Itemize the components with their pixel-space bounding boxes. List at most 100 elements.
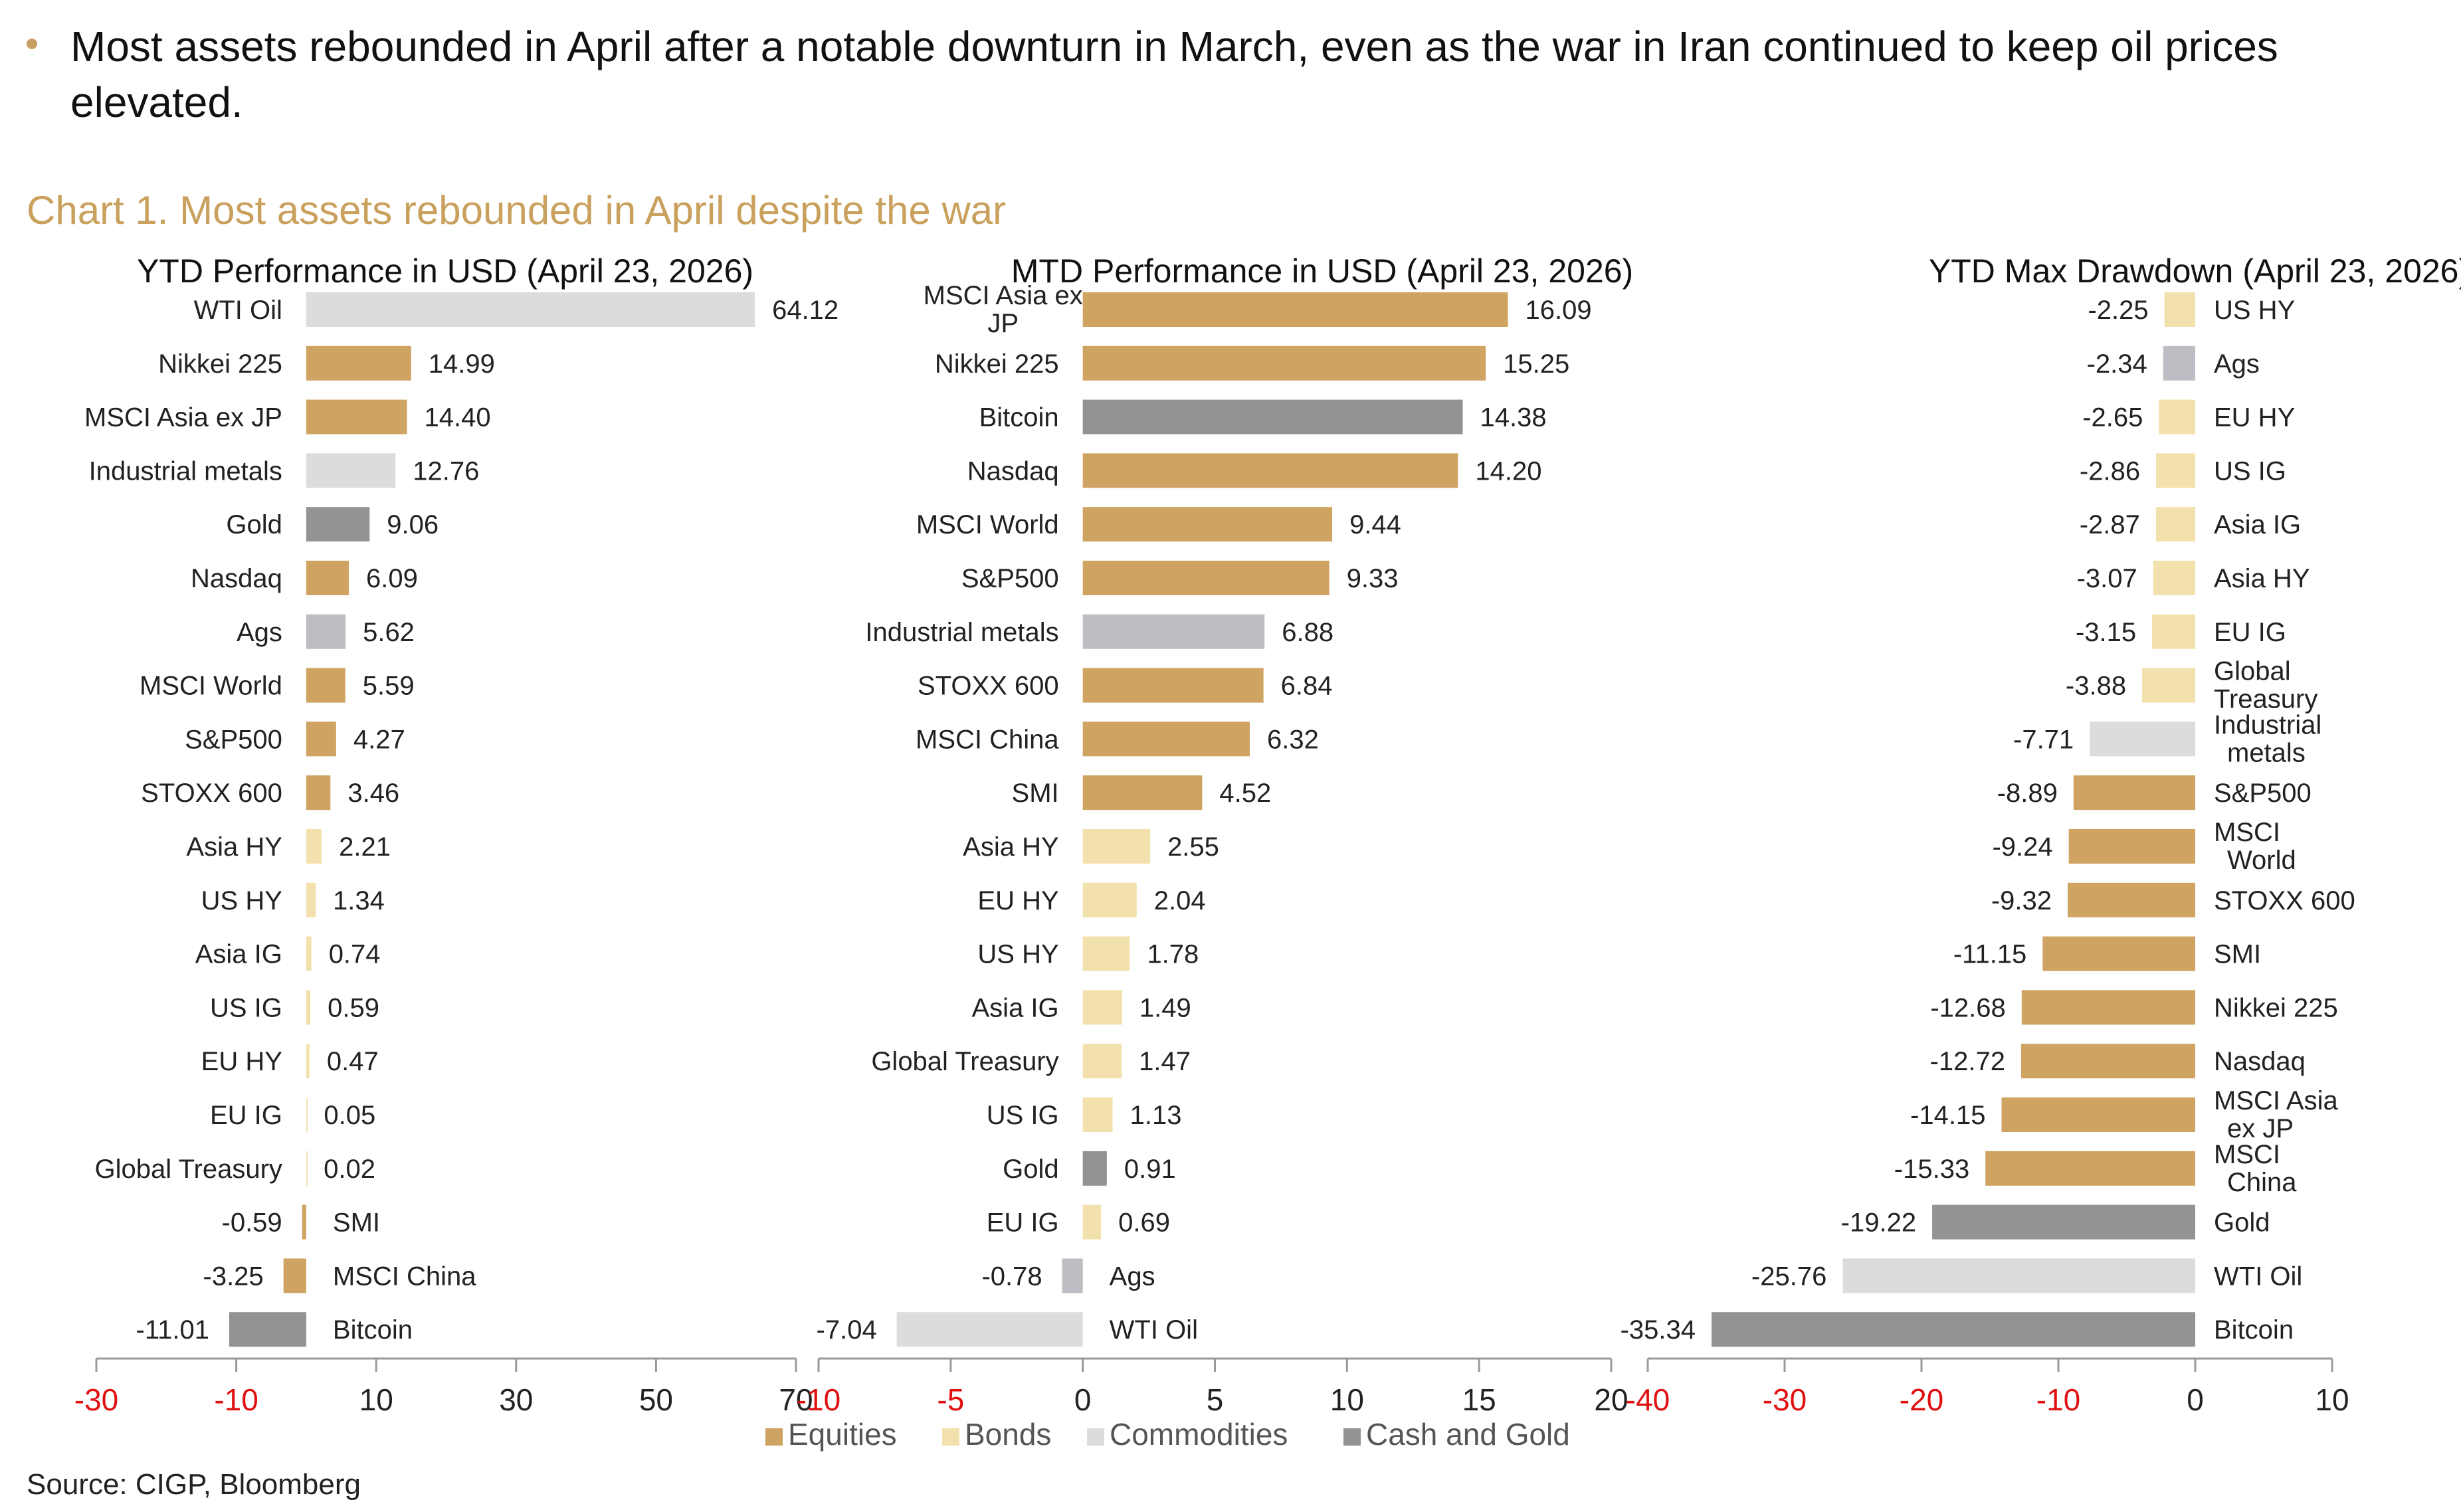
category-label: WTI Oil (2214, 1262, 2302, 1291)
bar (2156, 453, 2195, 488)
bar (2042, 936, 2195, 971)
bar (306, 829, 322, 864)
data-label: -12.72 (1930, 1047, 2005, 1076)
chart-title: YTD Max Drawdown (April 23, 2026) (1929, 252, 2461, 290)
category-label: Nikkei 225 (158, 349, 282, 379)
data-label: 1.49 (1139, 993, 1191, 1022)
x-tick-label: 10 (2315, 1382, 2349, 1417)
x-tick-label: 50 (639, 1382, 673, 1417)
x-tick-label: -30 (1763, 1382, 1807, 1417)
x-tick-label: 10 (1330, 1382, 1364, 1417)
data-label: 14.38 (1480, 403, 1547, 432)
bullet-dot-icon (27, 39, 37, 49)
bar (283, 1258, 306, 1293)
bar (1082, 936, 1130, 971)
data-label: -3.15 (2076, 618, 2136, 647)
bar (1932, 1204, 2195, 1240)
category-label: STOXX 600 (2214, 886, 2355, 915)
bar (1082, 775, 1203, 810)
category-label: MSCI Asia (2214, 1086, 2338, 1115)
bar (1711, 1312, 2195, 1347)
bar (2001, 1097, 2195, 1132)
category-label: EU HY (2214, 403, 2295, 432)
chart-heading: Chart 1. Most assets rebounded in April … (27, 188, 1007, 233)
x-tick-label: 30 (499, 1382, 533, 1417)
data-label: -0.59 (222, 1208, 282, 1238)
x-tick-label: 0 (2187, 1382, 2204, 1417)
bar (2152, 614, 2195, 649)
category-label: Asia HY (2214, 564, 2310, 593)
x-tick-label: -10 (2036, 1382, 2080, 1417)
bar (1062, 1258, 1083, 1293)
legend-swatch (765, 1428, 783, 1446)
category-label: Gold (2214, 1208, 2270, 1238)
data-label: 5.59 (363, 672, 415, 701)
category-label: EU HY (977, 886, 1058, 915)
bar (896, 1312, 1083, 1347)
data-label: 0.47 (327, 1047, 379, 1076)
bar (306, 399, 407, 434)
category-label: MSCI (2214, 818, 2280, 847)
data-label: 0.69 (1118, 1208, 1170, 1238)
x-tick-label: 70 (779, 1382, 813, 1417)
bar (1082, 1044, 1122, 1079)
category-label: MSCI China (916, 725, 1059, 754)
data-label: 2.04 (1154, 886, 1206, 915)
category-label: Global Treasury (95, 1155, 282, 1184)
category-label: MSCI World (916, 510, 1059, 539)
category-label: Ags (237, 618, 282, 647)
data-label: 9.44 (1349, 510, 1401, 539)
data-label: 3.46 (347, 779, 399, 808)
category-label: Asia IG (972, 993, 1059, 1022)
category-label: Nikkei 225 (935, 349, 1059, 379)
data-label: -14.15 (1910, 1101, 1985, 1130)
data-label: -3.25 (203, 1262, 264, 1291)
bar (306, 1097, 308, 1132)
category-label: Asia HY (186, 832, 282, 862)
data-label: -2.25 (2088, 296, 2148, 325)
category-label: Bitcoin (979, 403, 1059, 432)
bar (1082, 882, 1137, 917)
category-label: EU IG (987, 1208, 1059, 1238)
x-tick-label: -5 (937, 1382, 964, 1417)
data-label: 1.13 (1130, 1101, 1182, 1130)
category-label: STOXX 600 (918, 672, 1059, 701)
bar (1082, 1151, 1107, 1186)
data-label: -8.89 (1997, 779, 2058, 808)
category-label: Asia IG (2214, 510, 2301, 539)
bar (2090, 721, 2195, 757)
category-label: Bitcoin (2214, 1315, 2294, 1345)
category-label: Bitcoin (333, 1315, 413, 1345)
data-label: 0.02 (324, 1155, 375, 1184)
bar (306, 775, 331, 810)
bar (1082, 990, 1122, 1025)
data-label: 6.88 (1282, 618, 1333, 647)
data-label: -0.78 (981, 1262, 1042, 1291)
x-tick-label: -10 (214, 1382, 258, 1417)
legend-label: Bonds (965, 1417, 1051, 1452)
data-label: 6.32 (1267, 725, 1319, 754)
category-label: US IG (987, 1101, 1059, 1130)
bar (1082, 668, 1264, 703)
bar (2159, 399, 2195, 434)
x-tick-label: -10 (797, 1382, 840, 1417)
category-label: MSCI World (140, 672, 282, 701)
data-label: -11.15 (1953, 940, 2026, 969)
data-label: -25.76 (1751, 1262, 1826, 1291)
data-label: -9.24 (1992, 832, 2052, 862)
data-label: 14.40 (425, 403, 491, 432)
bar (306, 668, 345, 703)
category-label: S&P500 (185, 725, 282, 754)
bar (306, 292, 755, 327)
x-tick-label: 10 (359, 1382, 393, 1417)
bar (2153, 561, 2195, 595)
category-label: Industrial (2214, 710, 2321, 739)
source-note: Source: CIGP, Bloomberg (27, 1468, 361, 1501)
category-label: MSCI Asia ex (924, 281, 1083, 310)
bar (1082, 614, 1265, 649)
data-label: 0.05 (324, 1101, 375, 1130)
category-label: US HY (2214, 296, 2295, 325)
category-label: MSCI Asia ex JP (84, 403, 282, 432)
category-label: Nasdaq (191, 564, 282, 593)
